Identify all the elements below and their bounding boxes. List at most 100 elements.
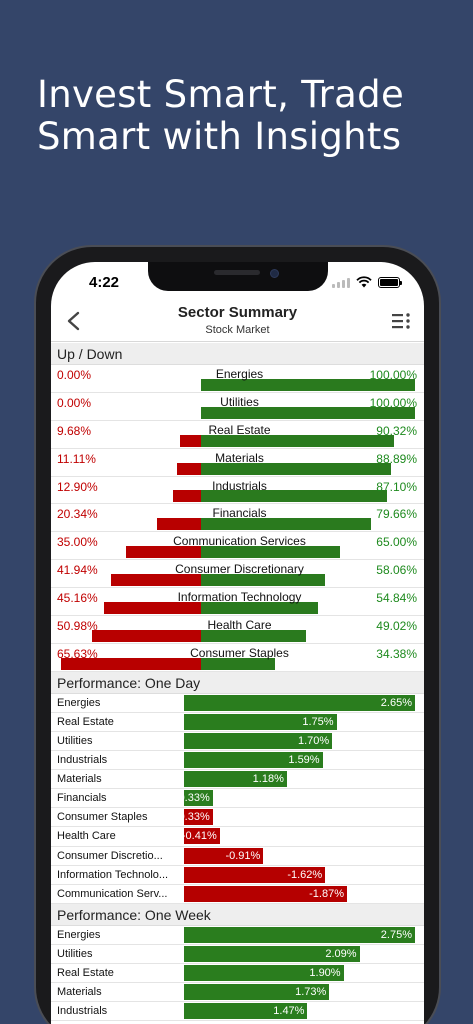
status-time: 4:22	[89, 274, 120, 291]
down-percent: 65.63%	[57, 646, 98, 661]
perf-row[interactable]: Industrials 1.47%	[51, 1002, 424, 1022]
up-down-row[interactable]: 11.11% 88.89% Materials	[51, 449, 424, 477]
down-percent: 9.68%	[57, 423, 92, 438]
up-down-row[interactable]: 0.00% 100.00% Energies	[51, 365, 424, 393]
page-subtitle: Stock Market	[205, 324, 270, 336]
down-percent: 41.94%	[57, 563, 98, 578]
up-down-row[interactable]: 9.68% 90.32% Real Estate	[51, 421, 424, 449]
perf-row[interactable]: Energies 2.75%	[51, 926, 424, 945]
perf-value: -1.62%	[287, 868, 323, 881]
perf-value: 2.65%	[380, 696, 412, 709]
perf-row[interactable]: Financials 0.33%	[51, 789, 424, 809]
wifi-icon	[356, 276, 372, 288]
promo-headline: Invest Smart, Trade Smart with Insights	[37, 74, 457, 158]
up-down-row[interactable]: 0.00% 100.00% Utilities	[51, 393, 424, 421]
sector-name: Health Care	[207, 618, 272, 633]
perf-value: 1.75%	[302, 715, 334, 728]
perf-value: 1.59%	[288, 754, 320, 767]
perf-value: -1.87%	[309, 887, 344, 900]
down-bar	[91, 629, 201, 642]
perf-row[interactable]: Utilities 1.70%	[51, 732, 424, 752]
up-bar	[201, 518, 372, 531]
perf-row[interactable]: Health Care -0.41%	[51, 827, 424, 847]
up-down-row[interactable]: 45.16% 54.84% Information Technology	[51, 588, 424, 617]
up-down-row[interactable]: 41.94% 58.06% Consumer Discretionary	[51, 560, 424, 589]
down-bar	[111, 574, 201, 587]
sector-name: Utilities	[57, 947, 93, 960]
perf-bar	[184, 1003, 308, 1020]
up-bar	[201, 490, 388, 503]
perf-row[interactable]: Real Estate 1.90%	[51, 964, 424, 984]
sector-name: Consumer Staples	[190, 645, 289, 660]
perf-row[interactable]: Utilities 2.09%	[51, 945, 424, 965]
perf-value: 1.47%	[273, 1005, 305, 1018]
perf-row[interactable]: Consumer Discretio... -0.91%	[51, 847, 424, 866]
up-bar	[201, 602, 319, 615]
content: Up / Down 0.00% 100.00% Energies 0.00% 100.0…	[51, 343, 424, 1022]
speaker-grille	[214, 270, 260, 275]
sector-name: Financials	[57, 792, 107, 805]
up-down-row[interactable]: 35.00% 65.00% Communication Services	[51, 532, 424, 561]
up-bar	[201, 462, 392, 475]
down-percent: 0.00%	[57, 395, 92, 410]
perf-value: -0.41%	[181, 830, 217, 843]
up-percent: 65.00%	[376, 535, 417, 550]
perf-row[interactable]: Real Estate 1.75%	[51, 713, 424, 732]
perf-value: 1.18%	[252, 773, 284, 786]
perf-row[interactable]: Industrials 1.59%	[51, 751, 424, 771]
up-percent: 58.06%	[376, 563, 417, 578]
sector-name: Materials	[57, 986, 102, 999]
perf-bar	[184, 885, 347, 902]
up-percent: 34.38%	[376, 646, 417, 661]
up-percent: 79.66%	[376, 507, 417, 522]
sector-name: Communication Serv...	[57, 887, 168, 900]
down-bar	[180, 434, 201, 447]
phone-screen: 4:22 Sector Summary Stock Market Up / Do…	[51, 262, 424, 1024]
down-percent: 45.16%	[57, 591, 98, 606]
up-down-row[interactable]: 65.63% 34.38% Consumer Staples	[51, 644, 424, 672]
up-percent: 100.00%	[369, 395, 417, 410]
sector-name: Energies	[57, 696, 101, 709]
sector-name: Industrials	[57, 1005, 108, 1018]
up-bar	[201, 378, 415, 391]
down-bar	[104, 602, 201, 615]
perf-row[interactable]: Communication Serv... -1.87%	[51, 885, 424, 904]
up-percent: 90.32%	[376, 423, 417, 438]
up-down-row[interactable]: 50.98% 49.02% Health Care	[51, 616, 424, 644]
perf-row[interactable]: Materials 1.73%	[51, 983, 424, 1003]
sector-name: Consumer Staples	[57, 811, 148, 824]
list-menu-icon[interactable]	[390, 310, 412, 332]
perf-bar	[184, 713, 337, 730]
perf-value: -0.91%	[225, 849, 261, 862]
perf-value: 0.33%	[178, 792, 210, 805]
perf-bar	[184, 694, 415, 711]
down-percent: 12.90%	[57, 479, 98, 494]
down-bar	[126, 546, 201, 559]
perf-bar	[184, 984, 330, 1001]
perf-bar	[184, 809, 213, 826]
perf-row[interactable]: Materials 1.18%	[51, 770, 424, 790]
up-percent: 54.84%	[376, 591, 417, 606]
up-percent: 49.02%	[376, 619, 417, 634]
sector-name: Consumer Discretio...	[57, 849, 163, 862]
up-down-row[interactable]: 20.34% 79.66% Financials	[51, 504, 424, 533]
up-down-list: 0.00% 100.00% Energies 0.00% 100.00% Utilitie…	[51, 365, 424, 672]
up-percent: 87.10%	[376, 479, 417, 494]
camera-icon	[270, 269, 279, 278]
perf-row[interactable]: Information Technolo... -1.62%	[51, 866, 424, 885]
up-down-row[interactable]: 12.90% 87.10% Industrials	[51, 477, 424, 505]
down-percent: 11.11%	[57, 451, 96, 466]
perf-bar	[184, 732, 333, 749]
perf-bar	[184, 945, 360, 962]
up-bar	[201, 574, 326, 587]
sector-name: Real Estate	[208, 422, 271, 437]
perf-row[interactable]: Energies 2.65%	[51, 694, 424, 713]
perf-value: 1.90%	[309, 967, 341, 980]
up-bar	[201, 629, 306, 642]
perf-bar	[184, 790, 213, 807]
perf-value: 1.70%	[297, 734, 330, 747]
nav-bar: Sector Summary Stock Market	[51, 298, 424, 342]
back-chevron-icon[interactable]	[63, 310, 85, 332]
down-bar	[177, 462, 201, 475]
perf-row[interactable]: Consumer Staples -0.33%	[51, 808, 424, 828]
